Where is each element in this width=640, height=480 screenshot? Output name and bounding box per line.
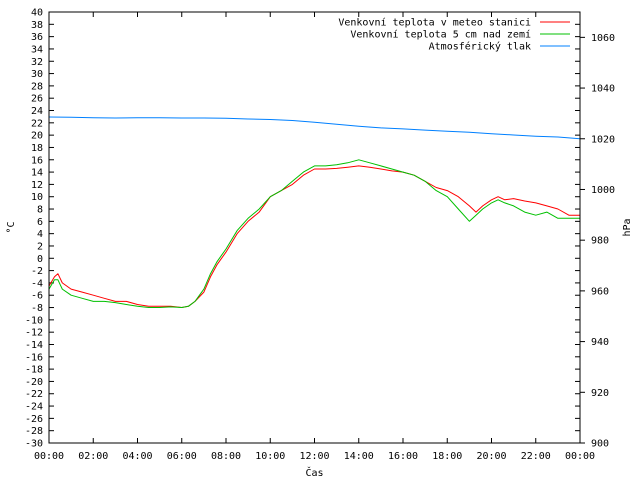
y-tick-label: -6 xyxy=(31,291,43,302)
x-tick-label: 22:00 xyxy=(521,451,551,462)
y-tick-label: 40 xyxy=(31,8,43,19)
y-tick-label: 12 xyxy=(31,180,43,191)
x-tick-label: 02:00 xyxy=(78,451,108,462)
y-tick-label: 36 xyxy=(31,32,43,43)
x-axis-ticks: 00:00 02:00 04:00 06:00 08:00 10:00 12:00 14:00… xyxy=(34,12,595,462)
y-tick-label: -20 xyxy=(25,377,43,388)
x-tick-label: 20:00 xyxy=(476,451,506,462)
y-tick-label: 30 xyxy=(31,69,43,80)
legend-label: Atmosférický tlak xyxy=(429,41,531,53)
legend-label: Venkovní teplota 5 cm nad zemí xyxy=(350,29,531,41)
legend: Venkovní teplota v meteo staniciVenkovní… xyxy=(338,17,570,53)
x-tick-label: 14:00 xyxy=(344,451,374,462)
y-tick-label: 28 xyxy=(31,81,43,92)
y-tick-label: 16 xyxy=(31,155,43,166)
x-tick-label: 06:00 xyxy=(167,451,197,462)
y-tick-label: -2 xyxy=(31,266,43,277)
y-tick-label: 14 xyxy=(31,168,43,179)
y-tick-label: 4 xyxy=(37,229,43,240)
x-axis-label: Čas xyxy=(305,466,323,479)
y2-tick-label: 1000 xyxy=(591,185,615,196)
y2-tick-label: 940 xyxy=(591,337,609,348)
y-tick-label: -4 xyxy=(31,278,43,289)
y-tick-label: 38 xyxy=(31,20,43,31)
series-lines xyxy=(48,116,581,308)
y-tick-label: -22 xyxy=(25,389,43,400)
y-tick-label: -26 xyxy=(25,414,43,425)
y-tick-label: 26 xyxy=(31,94,43,105)
y-tick-label: -14 xyxy=(25,340,43,351)
y2-tick-label: 900 xyxy=(591,439,609,450)
y-tick-label: 10 xyxy=(31,192,43,203)
y-tick-label: -16 xyxy=(25,352,43,363)
y2-tick-label: 1020 xyxy=(591,134,615,145)
y-axis-label: °C xyxy=(6,221,17,233)
y-tick-label: 2 xyxy=(37,241,43,252)
x-tick-label: 00:00 xyxy=(34,451,64,462)
x-tick-label: 04:00 xyxy=(122,451,152,462)
y-tick-label: -10 xyxy=(25,315,43,326)
y2-tick-label: 960 xyxy=(591,286,609,297)
y-tick-label: 32 xyxy=(31,57,43,68)
y-tick-label: -12 xyxy=(25,328,43,339)
legend-label: Venkovní teplota v meteo stanici xyxy=(338,17,531,29)
y2-tick-label: 1060 xyxy=(591,33,615,44)
y-tick-label: 34 xyxy=(31,44,43,55)
y-tick-label: 18 xyxy=(31,143,43,154)
x-tick-label: 16:00 xyxy=(388,451,418,462)
y-tick-label: -24 xyxy=(25,402,43,413)
left-axis-ticks: -30-28-26-24-22-20-18-16-14-12-10-8-6-4-… xyxy=(25,8,580,450)
y2-tick-label: 920 xyxy=(591,388,609,399)
y-tick-label: 24 xyxy=(31,106,43,117)
y-tick-label: 22 xyxy=(31,118,43,129)
x-tick-label: 18:00 xyxy=(432,451,462,462)
y-tick-label: 8 xyxy=(37,205,43,216)
series-line-0 xyxy=(48,165,580,308)
series-line-2 xyxy=(48,116,581,140)
x-tick-label: 10:00 xyxy=(255,451,285,462)
y2-tick-label: 980 xyxy=(591,236,609,247)
y2-axis-label: hPa xyxy=(622,218,633,236)
y2-tick-label: 1040 xyxy=(591,84,615,95)
series-line-1 xyxy=(48,159,580,308)
y-tick-label: -30 xyxy=(25,439,43,450)
y-tick-label: 6 xyxy=(37,217,43,228)
plot-area-border xyxy=(48,11,581,444)
x-tick-label: 12:00 xyxy=(299,451,329,462)
y-tick-label: -28 xyxy=(25,426,43,437)
y-tick-label: 0 xyxy=(37,254,43,265)
y-tick-label: -18 xyxy=(25,365,43,376)
x-tick-label: 00:00 xyxy=(565,451,595,462)
y-tick-label: -8 xyxy=(31,303,43,314)
y-tick-label: 20 xyxy=(31,131,43,142)
right-axis-ticks: 900 920 940 960 980 1000 1020 1040 1060 xyxy=(580,33,615,450)
x-tick-label: 08:00 xyxy=(211,451,241,462)
